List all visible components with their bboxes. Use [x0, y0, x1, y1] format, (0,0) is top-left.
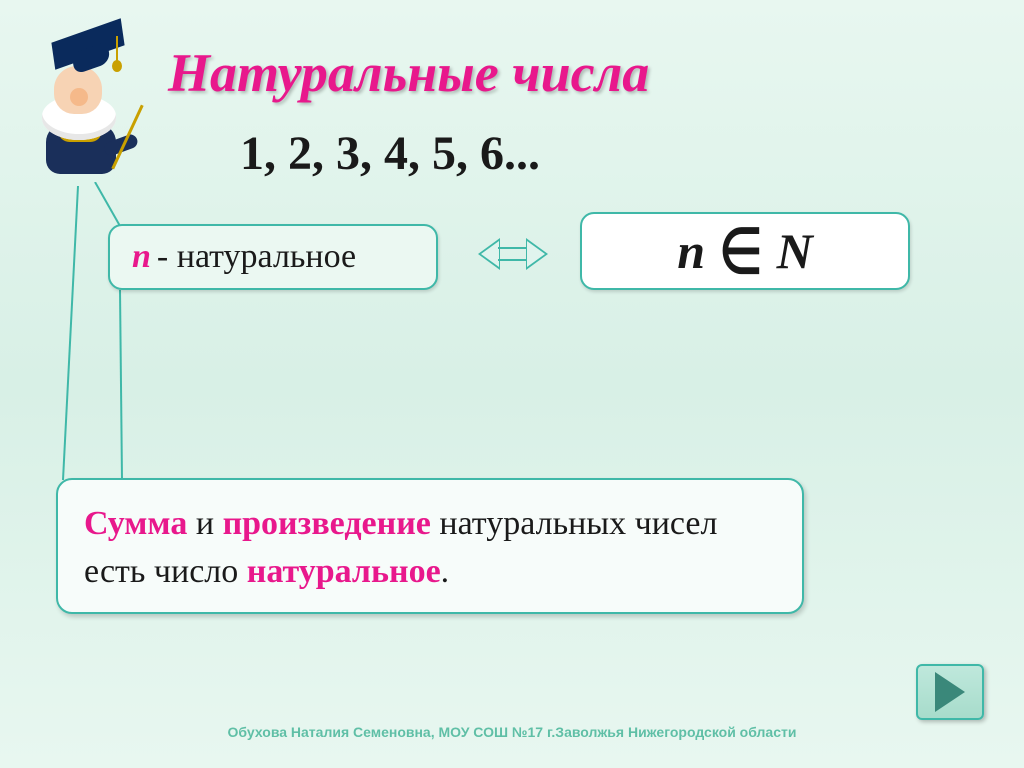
set-membership-box: n ∈ N	[580, 212, 910, 290]
number-sequence: 1, 2, 3, 4, 5, 6...	[240, 126, 540, 181]
variable-n-right: n	[677, 222, 705, 280]
word-product: произведение	[223, 505, 431, 542]
statement-end: .	[441, 553, 450, 590]
variable-n: n	[132, 238, 151, 276]
set-n-symbol: N	[777, 222, 813, 280]
natural-label: - натуральное	[157, 238, 356, 276]
n-natural-box: n - натуральное	[108, 224, 438, 290]
word-and: и	[187, 505, 222, 542]
element-of-symbol: ∈	[719, 215, 763, 288]
word-natural: натуральное	[247, 553, 441, 590]
next-slide-button[interactable]	[916, 664, 984, 720]
mascot-pointer	[111, 105, 143, 170]
page-title: Натуральные числа	[168, 42, 649, 104]
tassel-icon	[116, 36, 118, 64]
mascot-nose	[70, 88, 88, 106]
footer-attribution: Обухова Наталия Семеновна, МОУ СОШ №17 г…	[0, 724, 1024, 740]
double-arrow-icon	[478, 238, 548, 270]
word-sum: Сумма	[84, 505, 187, 542]
statement-box: Сумма и произведение натуральных чисел е…	[56, 478, 804, 614]
play-triangle-icon	[935, 672, 965, 712]
professor-mascot	[18, 30, 148, 180]
